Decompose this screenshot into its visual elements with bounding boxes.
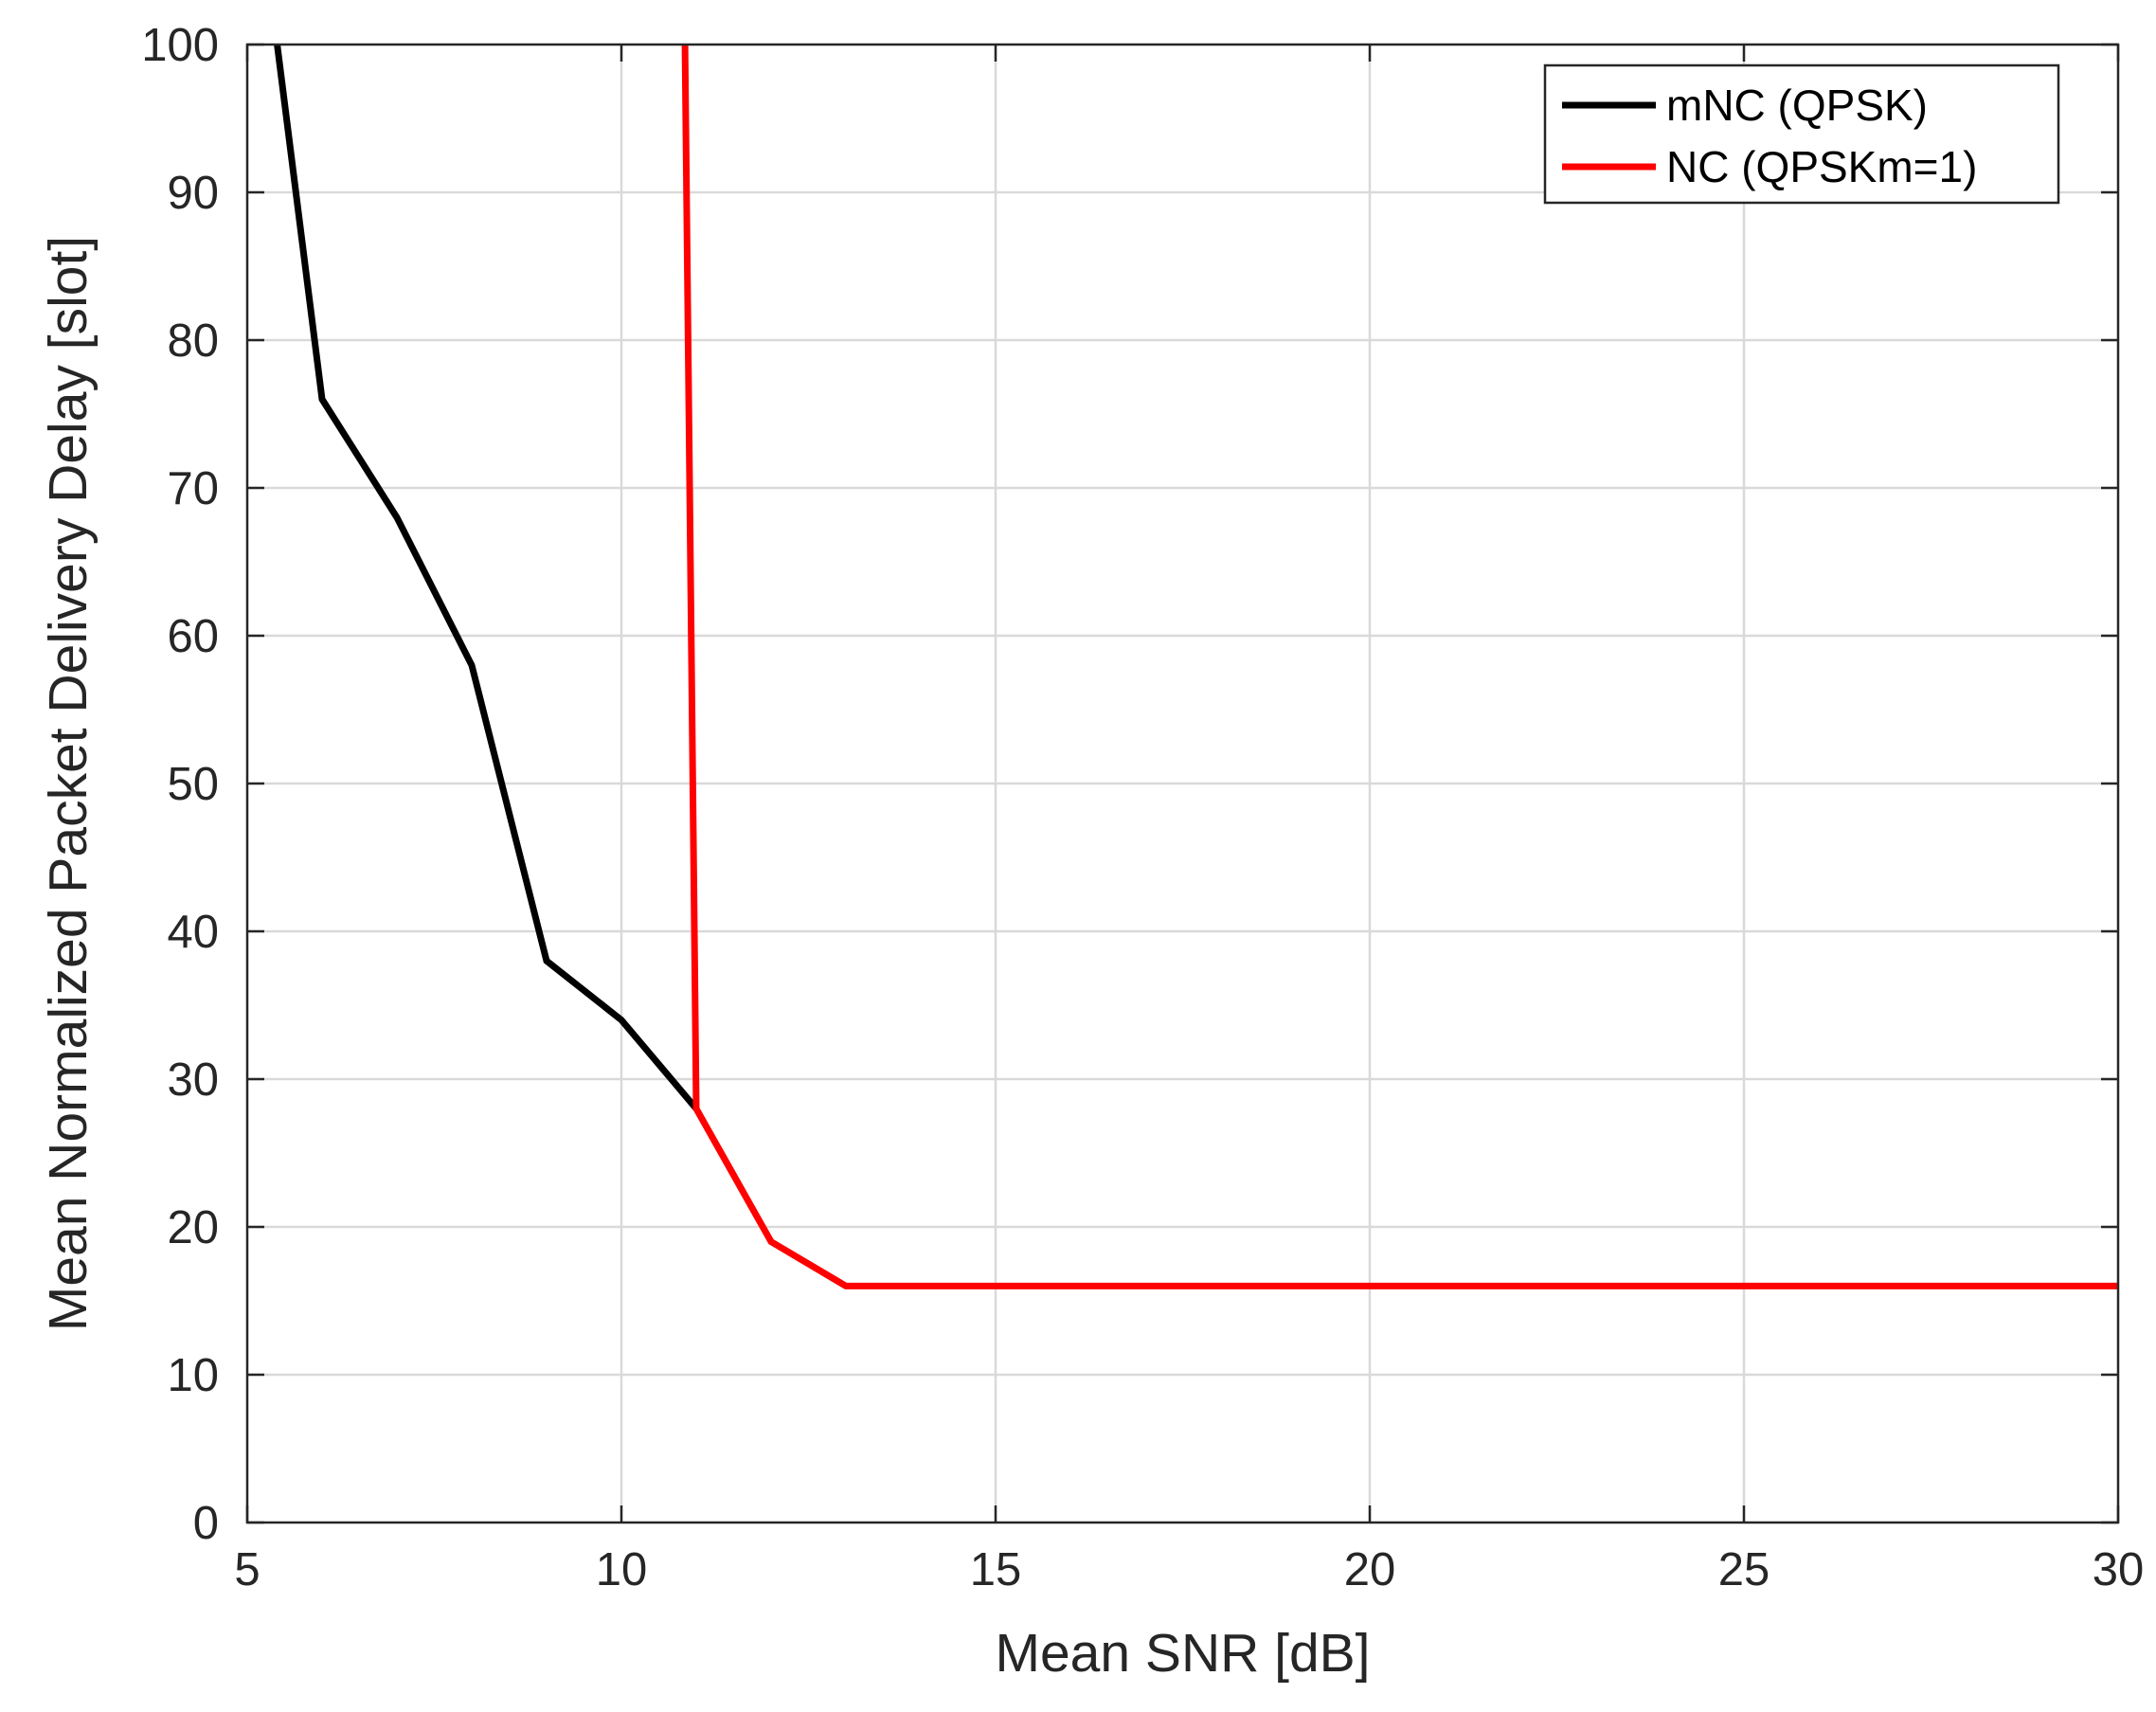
legend-label-mnc: mNC (QPSK) [1666,81,1928,130]
y-tick-label: 20 [167,1202,219,1253]
x-tick-label: 25 [1718,1544,1770,1595]
x-tick-label: 10 [596,1544,648,1595]
y-tick-label: 70 [167,463,219,514]
y-tick-label: 100 [141,20,219,71]
axis-ticks [245,43,2120,1524]
y-tick-label: 80 [167,315,219,367]
series-line-nc [681,45,2118,1289]
data-series [274,45,2118,1289]
y-tick-label: 40 [167,907,219,958]
y-tick-label: 50 [167,759,219,810]
x-tick-label: 30 [2093,1544,2145,1595]
series-line-mnc [274,45,699,1111]
x-tick-label: 5 [234,1544,260,1595]
y-tick-label: 30 [167,1054,219,1106]
legend-label-nc: NC (QPSKm=1) [1666,142,1977,191]
y-tick-label: 60 [167,611,219,662]
tick-labels: 5 10 15 20 25 30 0 10 20 30 40 50 60 70 80 90 100 [141,20,2144,1595]
x-axis-title: Mean SNR [dB] [996,1623,1371,1684]
y-tick-label: 10 [167,1350,219,1401]
grid-lines [247,45,2118,1523]
legend-box [1543,63,2060,205]
y-axis-title: Mean Normalized Packet Delivery Delay [s… [38,236,99,1331]
legend: mNC (QPSK) NC (QPSKm=1) [1543,63,2060,205]
y-tick-label: 90 [167,168,219,219]
x-tick-label: 20 [1344,1544,1396,1595]
y-tick-label: 0 [193,1498,219,1549]
x-tick-label: 15 [970,1544,1022,1595]
